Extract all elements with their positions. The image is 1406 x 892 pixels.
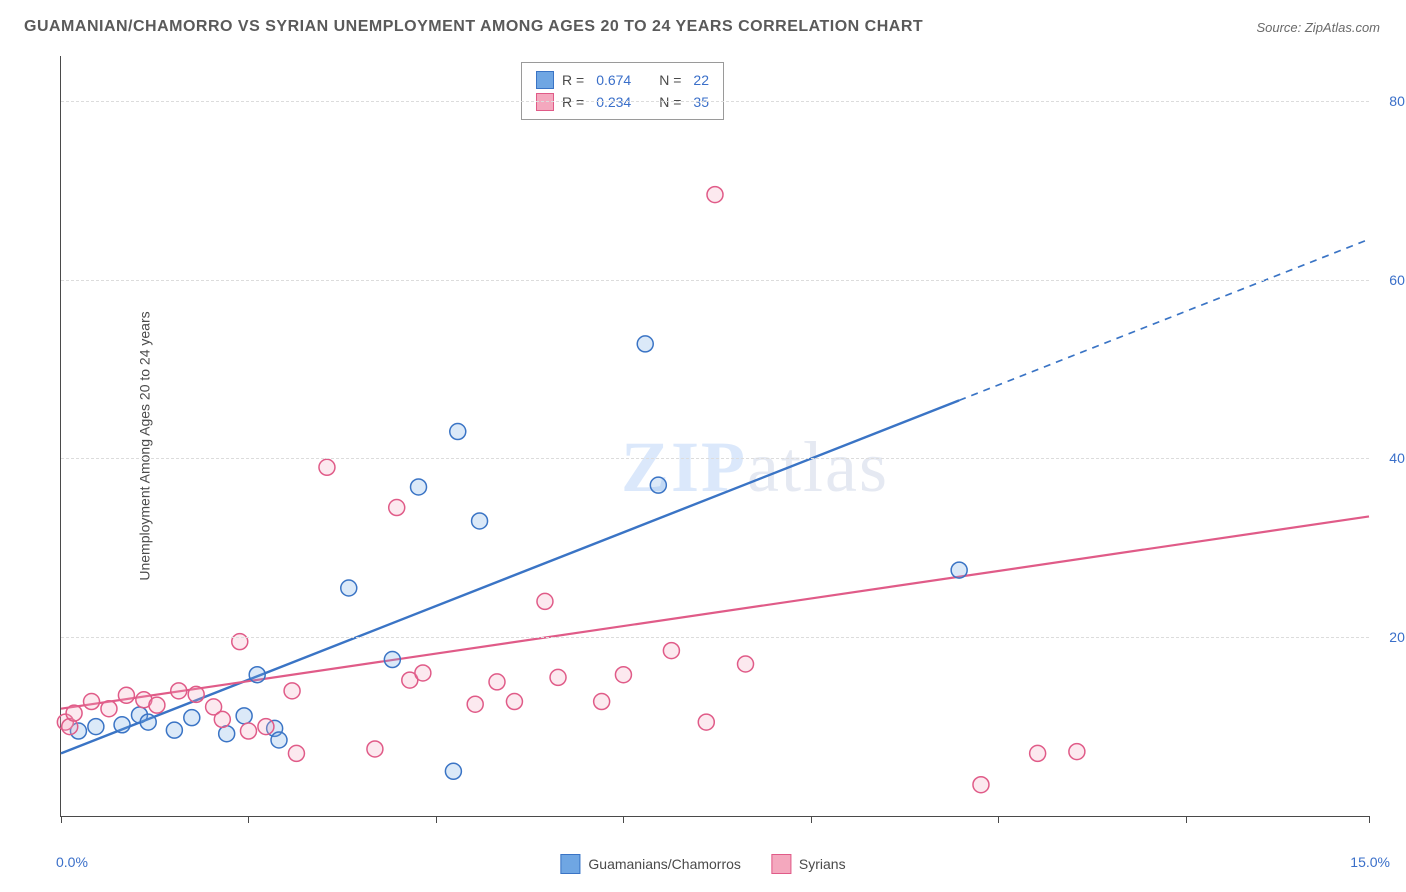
- x-tick: [1369, 816, 1370, 823]
- data-point: [166, 722, 182, 738]
- source-attribution: Source: ZipAtlas.com: [1256, 20, 1380, 35]
- legend-swatch-0: [560, 854, 580, 874]
- legend-item-0: Guamanians/Chamorros: [560, 854, 741, 874]
- data-point: [415, 665, 431, 681]
- data-point: [506, 694, 522, 710]
- plot-area: ZIPatlas R = 0.674 N = 22 R = 0.234 N = …: [60, 56, 1369, 817]
- data-point: [258, 719, 274, 735]
- data-point: [384, 652, 400, 668]
- data-point: [973, 777, 989, 793]
- series-legend: Guamanians/Chamorros Syrians: [560, 854, 845, 874]
- x-tick: [998, 816, 999, 823]
- data-point: [188, 686, 204, 702]
- trend-line-dashed: [959, 239, 1369, 400]
- data-point: [319, 459, 335, 475]
- x-tick: [248, 816, 249, 823]
- x-tick: [1186, 816, 1187, 823]
- data-point: [184, 710, 200, 726]
- data-point: [219, 726, 235, 742]
- data-point: [1069, 744, 1085, 760]
- stats-legend: R = 0.674 N = 22 R = 0.234 N = 35: [521, 62, 724, 120]
- data-point: [114, 717, 130, 733]
- x-tick: [436, 816, 437, 823]
- x-tick: [61, 816, 62, 823]
- grid-line: [61, 101, 1369, 102]
- data-point: [550, 669, 566, 685]
- data-point: [594, 694, 610, 710]
- data-point: [367, 741, 383, 757]
- data-point: [389, 500, 405, 516]
- stats-swatch-1: [536, 93, 554, 111]
- data-point: [232, 634, 248, 650]
- data-point: [271, 732, 287, 748]
- grid-line: [61, 458, 1369, 459]
- grid-line: [61, 637, 1369, 638]
- data-point: [411, 479, 427, 495]
- data-point: [489, 674, 505, 690]
- data-point: [537, 593, 553, 609]
- x-tick: [623, 816, 624, 823]
- data-point: [118, 687, 134, 703]
- data-point: [101, 701, 117, 717]
- y-tick-label: 20.0%: [1375, 629, 1406, 645]
- data-point: [707, 187, 723, 203]
- data-point: [951, 562, 967, 578]
- data-point: [84, 694, 100, 710]
- stats-row-0: R = 0.674 N = 22: [536, 69, 709, 91]
- x-axis-min-label: 0.0%: [56, 854, 88, 870]
- data-point: [663, 643, 679, 659]
- legend-swatch-1: [771, 854, 791, 874]
- data-point: [284, 683, 300, 699]
- legend-item-1: Syrians: [771, 854, 846, 874]
- grid-line: [61, 280, 1369, 281]
- stats-row-1: R = 0.234 N = 35: [536, 91, 709, 113]
- data-point: [240, 723, 256, 739]
- data-point: [341, 580, 357, 596]
- data-point: [450, 424, 466, 440]
- x-tick: [811, 816, 812, 823]
- data-point: [467, 696, 483, 712]
- plot-svg: [61, 56, 1369, 816]
- data-point: [88, 719, 104, 735]
- data-point: [738, 656, 754, 672]
- data-point: [698, 714, 714, 730]
- data-point: [249, 667, 265, 683]
- stats-swatch-0: [536, 71, 554, 89]
- data-point: [445, 763, 461, 779]
- data-point: [140, 714, 156, 730]
- y-tick-label: 60.0%: [1375, 272, 1406, 288]
- chart-title: GUAMANIAN/CHAMORRO VS SYRIAN UNEMPLOYMEN…: [24, 18, 923, 36]
- y-tick-label: 80.0%: [1375, 93, 1406, 109]
- data-point: [66, 705, 82, 721]
- data-point: [615, 667, 631, 683]
- data-point: [288, 745, 304, 761]
- data-point: [472, 513, 488, 529]
- data-point: [171, 683, 187, 699]
- y-tick-label: 40.0%: [1375, 450, 1406, 466]
- data-point: [1030, 745, 1046, 761]
- data-point: [236, 708, 252, 724]
- data-point: [214, 711, 230, 727]
- data-point: [637, 336, 653, 352]
- data-point: [650, 477, 666, 493]
- x-axis-max-label: 15.0%: [1350, 854, 1390, 870]
- data-point: [149, 697, 165, 713]
